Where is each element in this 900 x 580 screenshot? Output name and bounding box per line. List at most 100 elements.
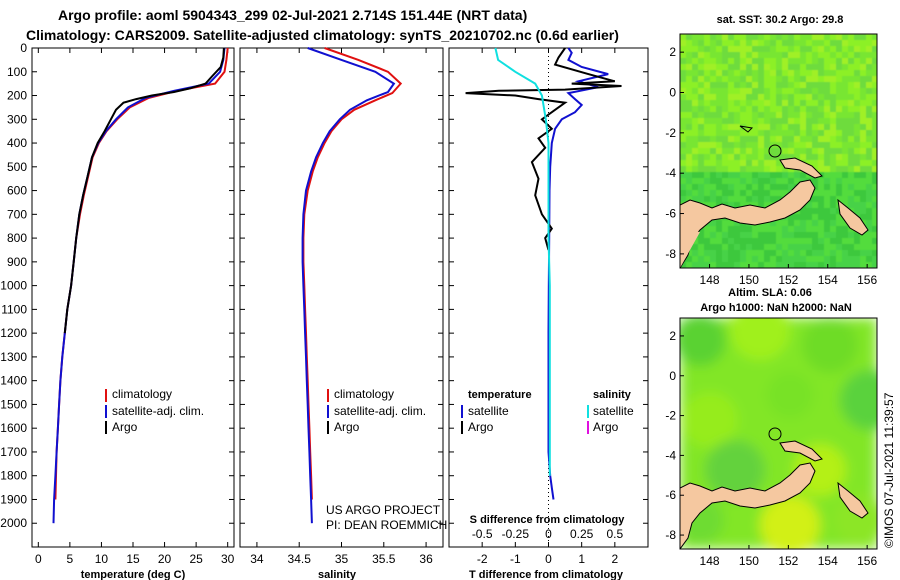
- sst-cell: [824, 244, 830, 250]
- sst-cell: [758, 196, 764, 202]
- sst-cell: [740, 34, 746, 40]
- sst-cell: [758, 136, 764, 142]
- sst-cell: [836, 160, 842, 166]
- sst-land: [680, 125, 869, 268]
- sst-cell: [812, 94, 818, 100]
- sst-cell: [704, 238, 710, 244]
- sst-cell: [686, 106, 692, 112]
- sst-cell: [788, 142, 794, 148]
- sst-cell: [722, 76, 728, 82]
- sst-cell: [734, 232, 740, 238]
- sst-cell: [758, 70, 764, 76]
- sst-cell: [722, 34, 728, 40]
- sst-cell: [728, 238, 734, 244]
- map-y-tick-label: -2: [665, 126, 676, 140]
- sst-cell: [728, 82, 734, 88]
- sst-cell: [704, 52, 710, 58]
- sst-cell: [848, 34, 854, 40]
- sst-cell: [824, 160, 830, 166]
- sst-cell: [800, 88, 806, 94]
- x-tick-label: 30: [221, 552, 235, 566]
- sst-cell: [812, 46, 818, 52]
- sst-cell: [788, 238, 794, 244]
- sst-cell: [866, 262, 872, 268]
- sst-cell: [812, 40, 818, 46]
- sst-cell: [722, 172, 728, 178]
- sst-cell: [860, 118, 866, 124]
- sst-cell: [692, 124, 698, 130]
- sst-cell: [746, 88, 752, 94]
- sst-cell: [746, 52, 752, 58]
- sst-cell: [698, 124, 704, 130]
- sst-cell: [782, 130, 788, 136]
- temperature-axes-frame: [31, 47, 235, 548]
- sst-cell: [794, 34, 800, 40]
- sst-cell: [740, 70, 746, 76]
- sst-cell: [686, 262, 692, 268]
- sst-cell: [734, 94, 740, 100]
- sst-cell: [752, 232, 758, 238]
- sst-cell: [806, 52, 812, 58]
- legend-s-satellite: satellite: [593, 404, 634, 418]
- depth-tick-label: 1800: [0, 469, 27, 483]
- sst-cell: [728, 118, 734, 124]
- salinity-panel: 34 34.5 35 35.5 36 salinity climatology sate…: [239, 47, 447, 580]
- difference-xlabel-top: S difference from climatology: [470, 514, 626, 526]
- sst-cell: [806, 94, 812, 100]
- sst-cell: [788, 34, 794, 40]
- sst-cell: [788, 76, 794, 82]
- sst-cell: [734, 190, 740, 196]
- sst-cell: [680, 82, 686, 88]
- sst-cell: [770, 82, 776, 88]
- sst-cell: [734, 64, 740, 70]
- sst-cell: [686, 52, 692, 58]
- sst-cell: [728, 220, 734, 226]
- sst-cell: [692, 70, 698, 76]
- sst-cell: [842, 64, 848, 70]
- sst-cell: [872, 94, 877, 100]
- sst-cell: [800, 142, 806, 148]
- sst-cell: [800, 106, 806, 112]
- sst-cell: [692, 136, 698, 142]
- sst-cell: [710, 226, 716, 232]
- sst-cell: [728, 124, 734, 130]
- sst-cell: [776, 226, 782, 232]
- sst-cell: [692, 64, 698, 70]
- sst-cell: [764, 130, 770, 136]
- legend-t-argo: Argo: [468, 420, 494, 434]
- sst-cell: [734, 244, 740, 250]
- sla-blob: [680, 318, 726, 366]
- sst-cell: [830, 88, 836, 94]
- sst-cell: [758, 166, 764, 172]
- sst-cell: [830, 52, 836, 58]
- sst-cell: [866, 214, 872, 220]
- sst-cell: [788, 52, 794, 58]
- sst-cell: [770, 256, 776, 262]
- sst-cell: [836, 34, 842, 40]
- sst-cell: [806, 40, 812, 46]
- series-t-argo: [465, 47, 622, 251]
- sst-cell: [830, 130, 836, 136]
- sst-cell: [680, 118, 686, 124]
- sst-cell: [752, 100, 758, 106]
- sst-cell: [692, 142, 698, 148]
- sst-cell: [806, 118, 812, 124]
- sst-cell: [812, 238, 818, 244]
- sst-cell: [752, 34, 758, 40]
- sst-cell: [758, 184, 764, 190]
- sst-cell: [866, 82, 872, 88]
- sst-cell: [830, 202, 836, 208]
- map-x-tick-label: 150: [739, 554, 759, 568]
- sst-cell: [812, 136, 818, 142]
- sst-cell: [740, 244, 746, 250]
- sst-cell: [788, 184, 794, 190]
- sst-cell: [842, 100, 848, 106]
- sst-cell: [800, 52, 806, 58]
- sst-cell: [836, 112, 842, 118]
- sst-cell: [704, 100, 710, 106]
- sst-cell: [866, 142, 872, 148]
- sst-cell: [698, 148, 704, 154]
- sst-cell: [752, 160, 758, 166]
- sst-cell: [728, 130, 734, 136]
- sst-cell: [818, 64, 824, 70]
